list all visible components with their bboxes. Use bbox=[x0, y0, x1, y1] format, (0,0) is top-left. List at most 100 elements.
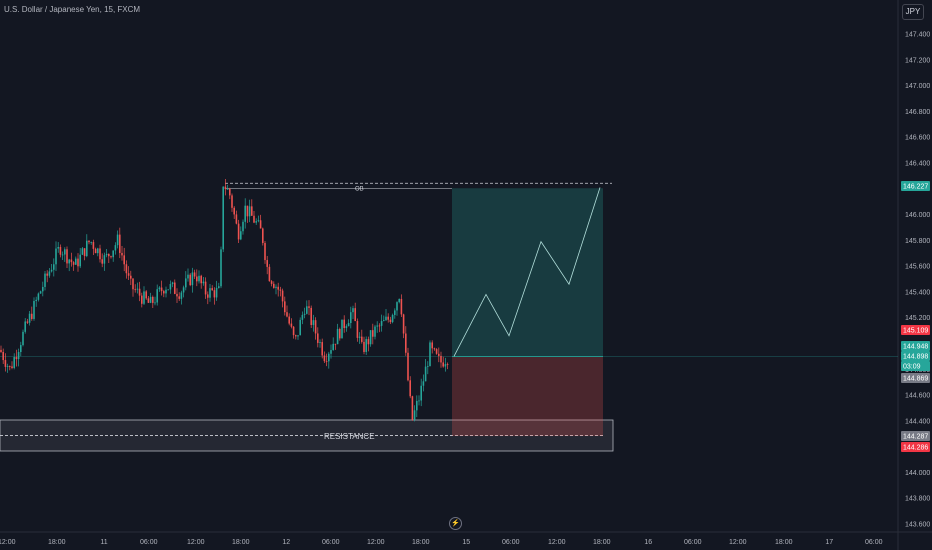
candle-body bbox=[409, 380, 411, 397]
candle-body bbox=[387, 316, 389, 320]
x-tick-label: 18:00 bbox=[775, 539, 793, 546]
y-tick-label: 145.400 bbox=[905, 289, 930, 296]
candle-body bbox=[299, 319, 301, 336]
candle-body bbox=[213, 290, 216, 298]
candle-body bbox=[182, 287, 185, 293]
x-tick-label: 11 bbox=[100, 539, 107, 546]
candle-body bbox=[59, 246, 62, 255]
candle-body bbox=[141, 295, 143, 304]
candle-body bbox=[218, 286, 220, 288]
candle-body bbox=[328, 353, 330, 362]
candle-body bbox=[345, 326, 348, 329]
price-tag-label: 144.948 bbox=[903, 344, 928, 351]
candle-body bbox=[171, 282, 174, 285]
x-tick-label: 18:00 bbox=[232, 539, 250, 546]
target-zone[interactable] bbox=[452, 188, 603, 357]
candle-body bbox=[0, 349, 2, 353]
y-tick-label: 143.800 bbox=[905, 496, 930, 503]
candle-body bbox=[68, 259, 70, 264]
resistance-label: RESISTANCE bbox=[324, 432, 375, 441]
y-tick-label: 146.400 bbox=[905, 160, 930, 167]
price-tag-label: 03:09 bbox=[903, 364, 921, 371]
candle-body bbox=[446, 364, 449, 365]
candle-body bbox=[222, 186, 224, 250]
candle-body bbox=[31, 313, 33, 319]
candle-body bbox=[81, 248, 84, 255]
candle-body bbox=[433, 348, 436, 350]
candle-body bbox=[15, 357, 18, 360]
candle-body bbox=[86, 240, 88, 257]
candle-body bbox=[77, 258, 79, 267]
candle-body bbox=[380, 321, 383, 326]
candle-body bbox=[215, 287, 218, 298]
candle-body bbox=[94, 248, 97, 254]
candle-body bbox=[292, 326, 295, 336]
candle-body bbox=[242, 221, 244, 232]
price-tag bbox=[901, 361, 930, 371]
candle-body bbox=[132, 278, 134, 290]
candle-body bbox=[11, 366, 13, 368]
candle-body bbox=[407, 352, 409, 381]
candle-body bbox=[442, 362, 444, 367]
candle-body bbox=[39, 291, 42, 294]
candle-body bbox=[253, 215, 255, 223]
candle-body bbox=[284, 301, 286, 313]
y-tick-label: 145.600 bbox=[905, 264, 930, 271]
candle-body bbox=[400, 298, 403, 315]
x-tick-label: 18:00 bbox=[48, 539, 66, 546]
candle-body bbox=[22, 331, 24, 346]
candle-body bbox=[369, 330, 372, 345]
y-tick-label: 145.200 bbox=[905, 315, 930, 322]
candle-body bbox=[435, 349, 438, 354]
y-tick-label: 147.000 bbox=[905, 83, 930, 90]
y-tick-label: 147.400 bbox=[905, 32, 930, 39]
candle-body bbox=[185, 278, 187, 288]
y-tick-label: 144.600 bbox=[905, 393, 930, 400]
candle-body bbox=[374, 326, 376, 337]
candle-body bbox=[196, 276, 198, 282]
candle-body bbox=[99, 248, 101, 260]
candle-body bbox=[2, 352, 4, 361]
candle-body bbox=[46, 273, 48, 276]
candle-body bbox=[48, 271, 51, 276]
candle-body bbox=[75, 258, 77, 265]
candle-body bbox=[405, 333, 407, 353]
x-tick-label: 12:00 bbox=[548, 539, 566, 546]
candle-body bbox=[288, 316, 290, 324]
candle-body bbox=[273, 283, 275, 288]
candle-body bbox=[361, 336, 363, 342]
candle-body bbox=[158, 287, 161, 290]
stop-zone[interactable] bbox=[452, 356, 603, 436]
candle-body bbox=[420, 385, 422, 401]
candle-body bbox=[226, 188, 229, 190]
candle-body bbox=[297, 335, 299, 337]
candle-body bbox=[319, 342, 321, 343]
candle-body bbox=[237, 223, 240, 240]
candle-body bbox=[53, 264, 55, 270]
candle-body bbox=[145, 291, 147, 299]
candle-body bbox=[50, 269, 53, 272]
candle-body bbox=[306, 306, 308, 314]
candle-body bbox=[398, 298, 400, 303]
candle-body bbox=[204, 281, 207, 295]
candle-body bbox=[341, 319, 343, 339]
currency-selector[interactable]: JPY bbox=[902, 4, 924, 20]
price-tag bbox=[901, 431, 930, 441]
candle-body bbox=[378, 325, 381, 327]
candle-body bbox=[259, 220, 262, 229]
candle-body bbox=[356, 321, 359, 338]
candle-body bbox=[33, 300, 35, 319]
y-tick-label: 144.400 bbox=[905, 418, 930, 425]
candle-body bbox=[187, 274, 189, 279]
candle-body bbox=[28, 313, 31, 323]
lightning-icon[interactable]: ⚡ bbox=[449, 517, 462, 530]
candle-body bbox=[66, 249, 68, 264]
candle-body bbox=[431, 342, 433, 349]
candle-body bbox=[383, 320, 385, 322]
candle-body bbox=[64, 249, 66, 255]
candle-body bbox=[209, 288, 211, 298]
candle-body bbox=[116, 234, 119, 246]
candle-body bbox=[372, 330, 374, 337]
candle-body bbox=[88, 240, 90, 243]
